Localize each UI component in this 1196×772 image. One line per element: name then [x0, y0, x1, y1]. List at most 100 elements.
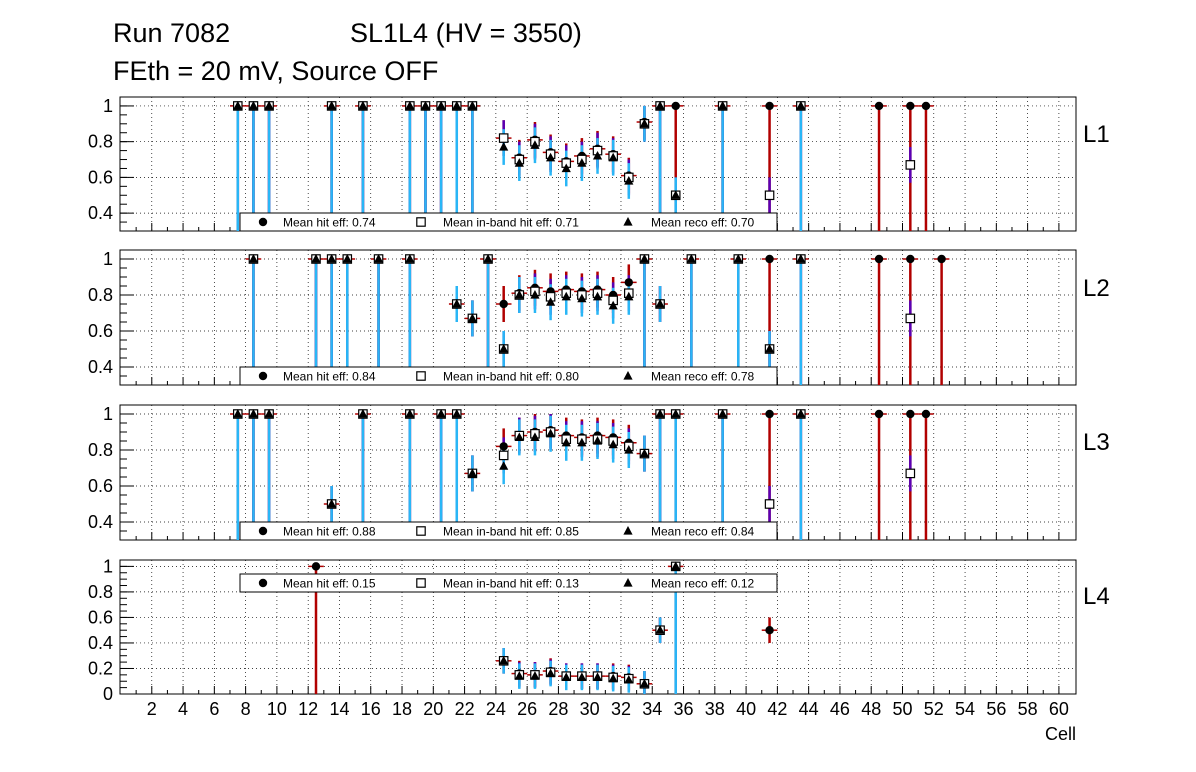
panel-l4: 0 0.2 0.4 0.6 0.8 1 Mean hit eff: 0.15 Mean in-…	[88, 556, 1110, 704]
legend-label: Mean hit eff: 0.15	[283, 577, 376, 591]
reco-marker	[248, 409, 259, 418]
y-tick-label: 0.6	[88, 321, 113, 341]
x-tick-label: 46	[830, 699, 850, 719]
x-tick-label: 14	[329, 699, 349, 719]
legend-box	[239, 212, 778, 232]
hit-marker	[874, 254, 884, 264]
reco-marker	[639, 254, 650, 263]
x-tick-label: 22	[455, 699, 475, 719]
x-tick-label: 18	[392, 699, 412, 719]
reco-marker	[655, 409, 665, 418]
panel-label: L3	[1083, 429, 1110, 456]
reco-marker	[311, 254, 321, 263]
x-tick-label: 50	[892, 699, 912, 719]
reco-marker	[608, 439, 618, 449]
reco-marker	[608, 152, 618, 162]
legend-marker-triangle	[623, 371, 633, 380]
panel-frame	[119, 249, 1077, 386]
legend-box	[239, 366, 778, 386]
reco-marker	[514, 671, 524, 680]
hit-marker	[874, 409, 884, 419]
x-tick-label: 16	[361, 699, 381, 719]
reco-marker	[608, 300, 618, 310]
x-tick-label: 24	[486, 699, 506, 719]
panel-label: L4	[1083, 583, 1110, 610]
reco-marker	[671, 561, 681, 570]
x-tick-label: 52	[924, 699, 944, 719]
x-tick-label: 2	[147, 699, 157, 719]
inband-marker	[905, 468, 916, 479]
y-tick-label: 0	[103, 684, 113, 704]
reco-marker	[546, 297, 556, 306]
x-tick-label: 38	[705, 699, 725, 719]
reco-marker	[764, 344, 775, 353]
reco-marker	[514, 158, 524, 167]
y-tick-label: 1	[103, 249, 113, 269]
reco-marker	[592, 436, 603, 445]
reco-marker	[796, 100, 806, 110]
inband-marker	[905, 160, 916, 170]
data-layer	[229, 409, 934, 540]
reco-marker	[546, 668, 556, 678]
legend-marker-circle	[258, 371, 268, 381]
reco-marker	[373, 254, 384, 263]
x-tick-label: 56	[986, 699, 1006, 719]
reco-marker	[686, 254, 696, 263]
reco-marker	[592, 150, 603, 160]
reco-marker	[436, 409, 446, 418]
reco-marker	[420, 100, 431, 110]
y-tick-label: 0.8	[88, 132, 113, 152]
x-tick-label: 40	[736, 699, 756, 719]
reco-marker	[561, 672, 571, 682]
hit-marker	[765, 409, 774, 419]
x-tick-label: 6	[209, 699, 219, 719]
x-tick-label: 32	[611, 699, 631, 719]
reco-marker	[592, 672, 603, 682]
legend-label: Mean hit eff: 0.74	[283, 216, 376, 230]
reco-marker	[655, 100, 665, 110]
hit-marker	[671, 101, 680, 111]
x-tick-label: 8	[241, 699, 251, 719]
hit-marker	[874, 101, 884, 111]
hit-marker	[499, 442, 508, 451]
legend-label: Mean hit eff: 0.84	[283, 370, 376, 384]
y-tick-label: 0.4	[88, 357, 113, 377]
reco-marker	[467, 468, 477, 477]
reco-marker	[624, 291, 634, 301]
legend-label: Mean reco eff: 0.84	[651, 525, 755, 539]
y-tick-label: 0.6	[88, 476, 113, 496]
reco-marker	[233, 409, 243, 418]
conditions-title: FEth = 20 mV, Source OFF	[113, 56, 438, 86]
reco-marker	[530, 432, 540, 441]
reco-marker	[639, 118, 650, 128]
hit-marker	[624, 278, 633, 287]
reco-marker	[499, 344, 509, 353]
legend-marker-square	[416, 217, 426, 227]
panel-l2: 0.4 0.6 0.8 1 Mean hit eff: 0.84 Mean in-band…	[88, 249, 1110, 386]
x-tick-label: 36	[674, 699, 694, 719]
reco-marker	[264, 409, 274, 418]
reco-marker	[530, 290, 540, 299]
y-tick-label: 0.8	[88, 440, 113, 460]
legend: Mean hit eff: 0.84 Mean in-band hit eff: …	[239, 366, 778, 386]
x-tick-label: 20	[423, 699, 443, 719]
reco-marker	[436, 100, 446, 110]
inband-marker	[498, 450, 509, 461]
reco-marker	[405, 100, 415, 110]
reco-marker	[577, 672, 587, 682]
y-tick-label: 1	[103, 404, 113, 424]
hit-marker	[921, 409, 931, 419]
hit-marker	[765, 101, 774, 111]
reco-marker	[233, 100, 243, 110]
legend-label: Mean in-band hit eff: 0.71	[443, 216, 579, 230]
reco-marker	[733, 254, 743, 263]
legend: Mean hit eff: 0.74 Mean in-band hit eff: …	[239, 212, 778, 232]
x-tick-label: 54	[955, 699, 975, 719]
reco-marker	[639, 678, 650, 688]
y-tick-label: 0.4	[88, 203, 113, 223]
reco-marker	[530, 671, 540, 680]
legend-marker-square	[416, 526, 426, 536]
y-tick-label: 0.8	[88, 582, 113, 602]
y-tick-label: 0.2	[88, 658, 113, 678]
